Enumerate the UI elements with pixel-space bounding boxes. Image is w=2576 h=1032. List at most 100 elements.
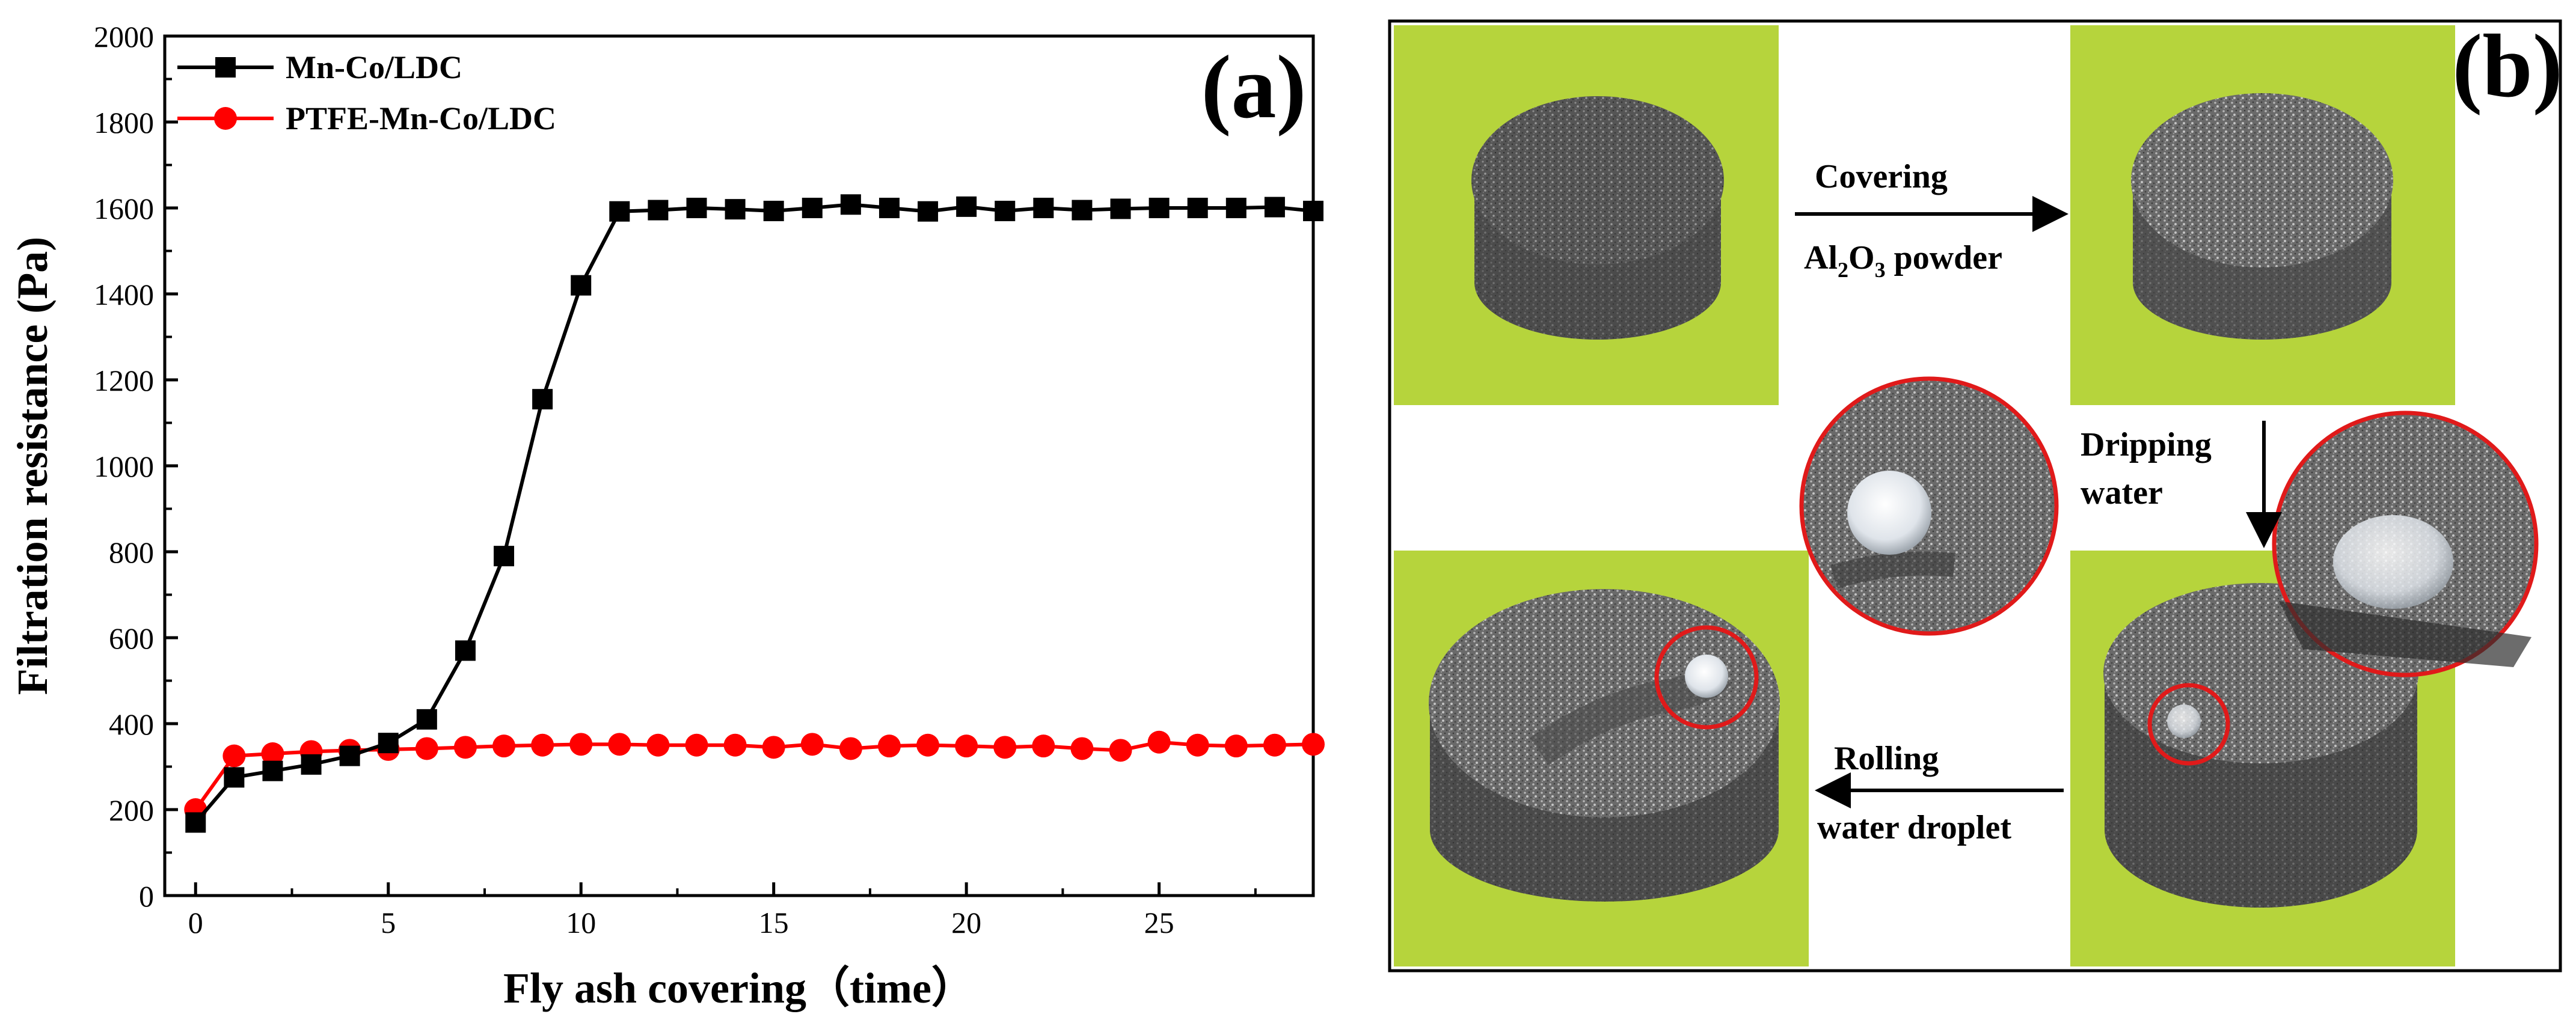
plot-frame [163, 34, 1315, 897]
data-point-ptfe [1224, 734, 1248, 758]
x-tick-label: 5 [381, 906, 396, 939]
photo-covered-sample [2070, 25, 2455, 405]
data-point-mn-co [725, 199, 746, 220]
data-point-ptfe [569, 733, 593, 756]
series-layer [184, 194, 1325, 833]
data-point-mn-co [416, 709, 437, 730]
data-point-ptfe [453, 736, 477, 759]
x-tick-label: 10 [566, 906, 596, 939]
y-axis-label: Filtration resistance (Pa) [8, 237, 57, 695]
water-droplet [2167, 704, 2201, 738]
photo-rolled-droplet [1394, 551, 1809, 966]
highlight-circle [2147, 683, 2230, 766]
al2o3-powder-label: Al2O3 powder [1804, 239, 2002, 282]
y-tick-label: 1400 [94, 278, 154, 311]
water-droplet-label: water droplet [1817, 809, 2011, 846]
panel-b-label: (b) [2452, 16, 2562, 116]
data-point-mn-co [455, 640, 476, 661]
data-point-mn-co [224, 767, 245, 788]
data-point-mn-co [378, 733, 399, 754]
data-point-mn-co [532, 389, 553, 410]
panel-a-label: (a) [1201, 37, 1307, 137]
data-point-ptfe [1302, 733, 1325, 756]
data-point-ptfe [1109, 739, 1132, 762]
y-tick-label: 1800 [94, 106, 154, 139]
dripping-label: Dripping [2081, 426, 2212, 463]
data-point-ptfe [800, 733, 824, 756]
data-point-mn-co [1187, 198, 1208, 218]
data-point-mn-co [802, 198, 823, 218]
step-dripping: Dripping water [2081, 421, 2282, 548]
data-point-mn-co [879, 198, 900, 218]
data-point-mn-co [763, 201, 784, 222]
x-tick-label: 0 [188, 906, 203, 939]
data-point-mn-co [301, 754, 322, 775]
data-point-ptfe [222, 744, 246, 768]
zoom-inset-rolled [1799, 376, 2059, 636]
highlight-circle [1654, 625, 1759, 730]
data-point-mn-co [1303, 201, 1323, 222]
data-point-ptfe [916, 733, 940, 757]
legend-label-mn-co: Mn-Co/LDC [286, 49, 462, 85]
data-point-ptfe [1147, 730, 1171, 754]
x-tick-label: 25 [1144, 906, 1174, 939]
legend-label-ptfe: PTFE-Mn-Co/LDC [286, 100, 556, 136]
x-tick-label: 20 [951, 906, 981, 939]
x-tick-label: 15 [759, 906, 789, 939]
data-point-ptfe [646, 733, 670, 757]
data-point-ptfe [1032, 734, 1055, 758]
data-point-mn-co [571, 275, 592, 296]
data-point-ptfe [608, 733, 631, 756]
data-point-mn-co [494, 546, 515, 567]
covering-label: Covering [1815, 158, 1948, 195]
y-tick-label: 1200 [94, 364, 154, 397]
y-tick-label: 0 [139, 879, 154, 913]
data-point-mn-co [918, 201, 939, 222]
y-tick-label: 800 [109, 536, 154, 569]
data-point-ptfe [993, 736, 1017, 759]
data-point-mn-co [339, 745, 360, 766]
zoom-inset-dripping [2272, 411, 2539, 677]
rolling-label: Rolling [1834, 740, 1939, 777]
water-label: water [2081, 474, 2163, 511]
data-point-ptfe [685, 733, 708, 757]
data-point-mn-co [262, 760, 283, 781]
data-point-mn-co [1110, 198, 1131, 219]
x-axis-label: Fly ash covering（time） [503, 964, 975, 1012]
data-point-ptfe [839, 737, 862, 760]
data-point-mn-co [686, 198, 707, 218]
data-point-mn-co [840, 194, 861, 215]
data-point-ptfe [1070, 737, 1094, 760]
data-point-mn-co [648, 200, 669, 221]
step-rolling: Rolling water droplet [1815, 740, 2064, 846]
data-point-mn-co [609, 201, 630, 222]
chart-panel-a: 0 200 400 600 800 1000 1200 1400 1600 1800 2000 0 5 1… [8, 20, 1325, 1012]
data-point-mn-co [1264, 197, 1285, 218]
legend-marker-mn-co [215, 57, 236, 78]
data-point-ptfe [877, 734, 901, 758]
sample-top [1471, 96, 1724, 264]
y-tick-label: 1000 [94, 450, 154, 483]
data-point-ptfe [723, 733, 747, 757]
y-tick-label: 2000 [94, 20, 154, 53]
zoomed-droplet [2333, 515, 2453, 609]
legend: Mn-Co/LDC PTFE-Mn-Co/LDC [177, 49, 556, 136]
data-point-mn-co [995, 201, 1016, 222]
sample-top [2131, 93, 2393, 267]
data-point-ptfe [492, 734, 516, 758]
series-line-0 [194, 203, 1314, 824]
step-covering: Covering Al2O3 powder [1795, 158, 2068, 282]
data-point-mn-co [1148, 198, 1170, 218]
data-point-mn-co [1033, 198, 1054, 218]
y-tick-label: 1600 [94, 192, 154, 225]
photo-original-sample [1394, 25, 1779, 405]
data-point-ptfe [1186, 733, 1209, 757]
y-tick-label: 600 [109, 621, 154, 655]
data-point-mn-co [185, 812, 206, 833]
data-point-mn-co [956, 196, 977, 217]
zoomed-droplet [1847, 471, 1931, 555]
chart-axes: 0 200 400 600 800 1000 1200 1400 1600 1800 2000 0 5 1… [94, 20, 1257, 939]
y-tick-label: 400 [109, 707, 154, 741]
y-tick-label: 200 [109, 793, 154, 827]
